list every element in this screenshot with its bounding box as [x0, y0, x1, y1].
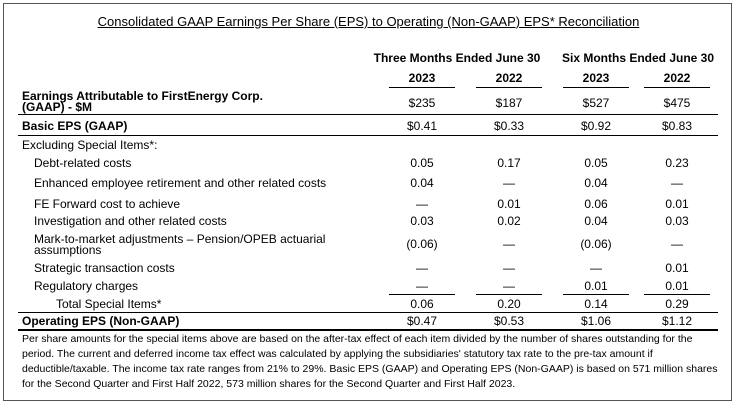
- row-rule: [18, 114, 718, 115]
- header-rule-h-2023: [563, 87, 629, 88]
- cell: (0.06): [580, 237, 612, 251]
- cell: 0.02: [497, 214, 521, 228]
- cell: $475: [663, 96, 691, 110]
- year-header-q-2023: 2023: [408, 71, 436, 85]
- header-rule-q-2022: [476, 87, 542, 88]
- cell: 0.03: [665, 214, 689, 228]
- row-rule: [18, 329, 718, 331]
- cell: —: [503, 176, 515, 190]
- cell: —: [416, 197, 428, 211]
- row-label-basic-eps: Basic EPS (GAAP): [22, 119, 128, 133]
- total-rule-q-2022: [476, 294, 542, 295]
- row-label-operating-eps: Operating EPS (Non-GAAP): [22, 314, 180, 328]
- cell: $0.41: [406, 119, 438, 133]
- cell: $0.33: [493, 119, 525, 133]
- cell: 0.05: [584, 156, 608, 170]
- cell: 0.04: [584, 214, 608, 228]
- cell: 0.14: [584, 297, 608, 311]
- cell: (0.06): [406, 237, 438, 251]
- cell: 0.29: [665, 297, 689, 311]
- page-title: Consolidated GAAP Earnings Per Share (EP…: [97, 14, 640, 29]
- header-three-months: Three Months Ended June 30: [373, 51, 541, 65]
- header-rule-q-2023: [389, 87, 455, 88]
- row-label-excluding: Excluding Special Items*:: [22, 138, 158, 152]
- header-rule-h-2022: [644, 87, 710, 88]
- cell: 0.04: [410, 176, 434, 190]
- row-label-fe-forward: FE Forward cost to achieve: [34, 197, 181, 211]
- row-label-investigation: Investigation and other related costs: [34, 214, 227, 228]
- row-label-regulatory: Regulatory charges: [34, 279, 139, 293]
- cell: 0.01: [665, 261, 689, 275]
- cell: 0.01: [584, 279, 608, 293]
- cell: 0.20: [497, 297, 521, 311]
- row-rule: [18, 312, 718, 313]
- year-header-q-2022: 2022: [495, 71, 523, 85]
- cell: $187: [495, 96, 523, 110]
- cell: —: [416, 261, 428, 275]
- total-rule-q-2023: [389, 294, 455, 295]
- row-label-retirement: Enhanced employee retirement and other r…: [34, 176, 327, 190]
- cell: 0.17: [497, 156, 521, 170]
- cell: $0.53: [493, 314, 525, 328]
- cell: 0.05: [410, 156, 434, 170]
- cell: 0.04: [584, 176, 608, 190]
- row-label-strategic: Strategic transaction costs: [34, 261, 175, 275]
- footnote: Per share amounts for the special items …: [22, 333, 718, 390]
- cell: 0.06: [584, 197, 608, 211]
- cell: $0.47: [406, 314, 438, 328]
- cell: —: [503, 237, 515, 251]
- cell: —: [416, 279, 428, 293]
- header-six-months: Six Months Ended June 30: [561, 51, 715, 65]
- cell: —: [503, 279, 515, 293]
- cell: $1.06: [580, 314, 612, 328]
- cell: 0.06: [410, 297, 434, 311]
- cell: —: [671, 176, 683, 190]
- row-rule: [18, 135, 718, 136]
- row-label-debt: Debt-related costs: [34, 156, 132, 170]
- row-label-mark-to-market: Mark-to-market adjustments – Pension/OPE…: [34, 232, 326, 257]
- cell: 0.23: [665, 156, 689, 170]
- row-label-total-special: Total Special Items*: [56, 297, 162, 311]
- row-label-earnings: Earnings Attributable to FirstEnergy Cor…: [22, 89, 263, 114]
- cell: —: [671, 237, 683, 251]
- cell: $1.12: [661, 314, 693, 328]
- cell: —: [503, 261, 515, 275]
- cell: $235: [408, 96, 436, 110]
- cell: 0.01: [665, 197, 689, 211]
- cell: 0.01: [497, 197, 521, 211]
- total-rule-h-2023: [563, 294, 629, 295]
- cell: 0.01: [665, 279, 689, 293]
- table-frame: [3, 3, 732, 401]
- year-header-h-2023: 2023: [582, 71, 610, 85]
- cell: 0.03: [410, 214, 434, 228]
- cell: $527: [582, 96, 610, 110]
- cell: —: [590, 261, 602, 275]
- cell: $0.92: [580, 119, 612, 133]
- year-header-h-2022: 2022: [663, 71, 691, 85]
- cell: $0.83: [661, 119, 693, 133]
- total-rule-h-2022: [644, 294, 710, 295]
